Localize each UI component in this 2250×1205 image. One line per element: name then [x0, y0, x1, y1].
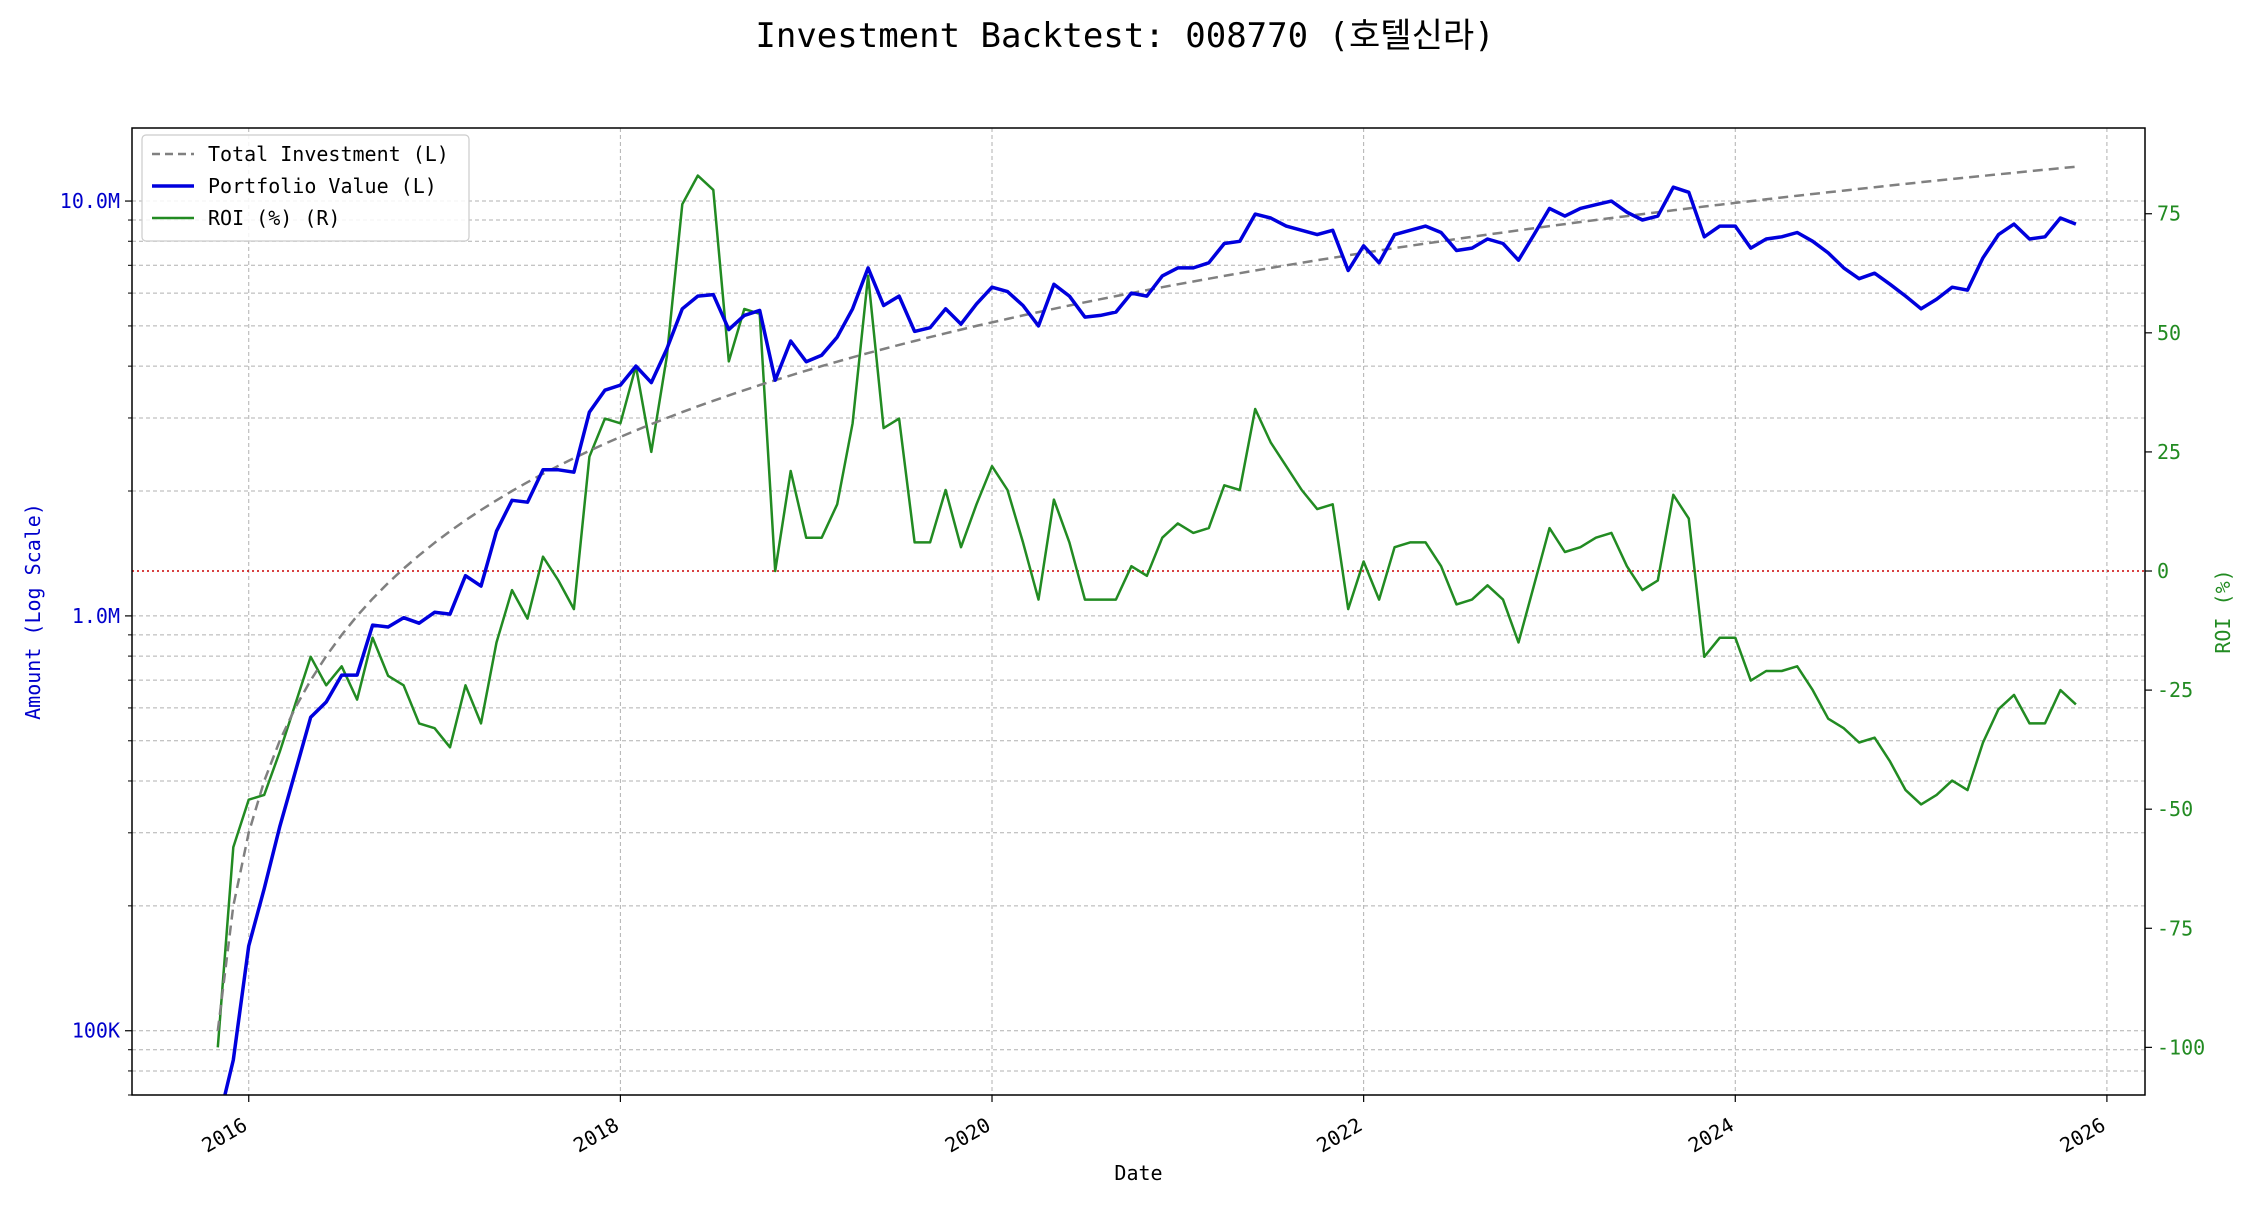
y-right-tick-label: -25: [2157, 678, 2193, 702]
legend: Total Investment (L) Portfolio Value (L) R…: [142, 135, 469, 241]
legend-label: Portfolio Value (L): [208, 174, 437, 198]
y-left-tick-label: 10.0M: [60, 189, 120, 213]
chart-title: Investment Backtest: 008770 (호텔신라): [755, 16, 1494, 56]
x-tick-label: 2024: [1684, 1113, 1738, 1158]
series-2: [218, 176, 2076, 1048]
y-right-tick-label: -75: [2157, 916, 2193, 940]
axis-ticks: 2016 2018 2020 2022 2024 2026 100K 1.0M 10.0M 75 5…: [60, 189, 2205, 1157]
y-right-tick-label: 50: [2157, 321, 2181, 345]
x-tick-label: 2022: [1312, 1113, 1366, 1158]
legend-label: Total Investment (L): [208, 142, 449, 166]
y-left-tick-label: 1.0M: [72, 604, 120, 628]
y-right-tick-label: 0: [2157, 559, 2169, 583]
series-line: [218, 176, 2076, 1048]
y-right-tick-label: -100: [2157, 1035, 2205, 1059]
y-right-axis-label: ROI (%): [2211, 569, 2235, 653]
y-right-tick-label: -50: [2157, 797, 2193, 821]
x-tick-label: 2020: [941, 1113, 995, 1158]
x-tick-label: 2016: [198, 1113, 252, 1158]
x-tick-label: 2018: [569, 1113, 623, 1158]
data-series: [218, 167, 2076, 1095]
y-right-tick-label: 75: [2157, 202, 2181, 226]
series-1: [225, 187, 2076, 1095]
y-left-tick-label: 100K: [72, 1019, 120, 1043]
y-left-axis-label: Amount (Log Scale): [21, 503, 45, 720]
series-line: [225, 187, 2076, 1095]
legend-label: ROI (%) (R): [208, 206, 340, 230]
x-tick-label: 2026: [2056, 1113, 2110, 1158]
x-axis-label: Date: [1114, 1161, 1162, 1185]
y-right-tick-label: 25: [2157, 440, 2181, 464]
